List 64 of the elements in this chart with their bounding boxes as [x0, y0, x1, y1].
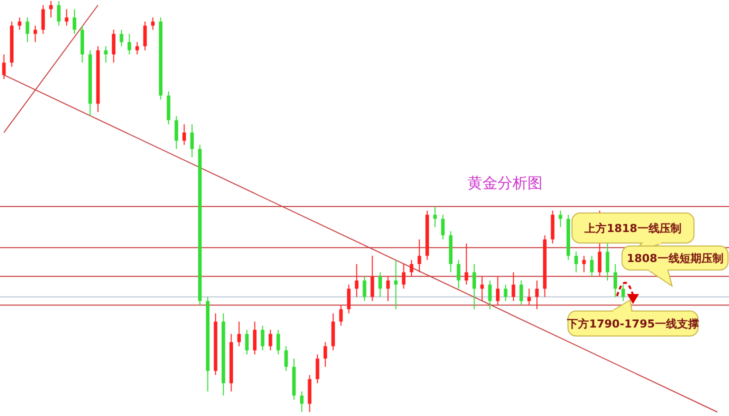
candlestick: [18, 16, 22, 30]
candlestick: [72, 8, 76, 34]
candlestick: [433, 206, 437, 228]
candlestick: [174, 116, 178, 150]
candlestick: [104, 46, 108, 64]
candlestick: [504, 284, 508, 302]
candlestick: [34, 25, 38, 43]
candlestick: [418, 238, 422, 273]
candlestick: [402, 264, 406, 290]
candlestick: [535, 280, 539, 310]
candlestick: [512, 272, 516, 302]
annotation: 1808一线短期压制: [626, 252, 724, 265]
candlestick: [151, 16, 155, 30]
candlestick: [112, 29, 116, 64]
candlestick: [347, 284, 351, 314]
candlestick: [268, 329, 272, 351]
candlestick: [182, 124, 186, 146]
candlestick: [394, 259, 398, 310]
candlestick: [135, 42, 139, 55]
candlestick: [324, 342, 328, 368]
candlestick: [574, 251, 578, 273]
candlestick: [190, 124, 194, 158]
candlestick: [354, 264, 358, 298]
annotation: 黄金分析图: [468, 174, 542, 192]
candlestick: [456, 259, 460, 290]
candlestick: [300, 390, 304, 412]
candlestick: [143, 21, 147, 51]
candlestick: [49, 0, 53, 18]
candlestick: [276, 329, 280, 355]
candlestick: [237, 321, 241, 347]
candlestick: [496, 276, 500, 306]
candlestick: [245, 329, 249, 355]
annotation: 上方1818一线压制: [584, 222, 682, 235]
candlestick: [284, 346, 288, 372]
candlestick: [488, 280, 492, 310]
candlestick: [472, 264, 476, 310]
candlestick: [606, 242, 610, 281]
candlestick: [260, 325, 264, 351]
candlestick: [590, 255, 594, 277]
candlestick: [378, 272, 382, 298]
candlestick: [527, 288, 531, 306]
candlestick: [520, 280, 524, 306]
candlestick: [26, 16, 30, 43]
candlestick: [441, 214, 445, 240]
candlestick: [41, 4, 45, 34]
candlestick: [316, 354, 320, 384]
candlestick: [57, 0, 61, 26]
candlestick: [614, 264, 618, 298]
candlestick: [582, 255, 586, 273]
annotation: 下方1790-1795一线支撑: [566, 318, 699, 330]
candlestick: [386, 276, 390, 302]
candlestick: [252, 321, 257, 355]
candlestick: [120, 29, 124, 47]
candlestick: [558, 210, 562, 228]
candlestick: [339, 304, 343, 326]
candlestick: [362, 276, 366, 302]
candlestick: [464, 242, 468, 286]
candlestick: [621, 284, 625, 302]
candlestick: [480, 276, 484, 302]
candlestick: [128, 33, 132, 55]
candlestick: [64, 8, 68, 26]
candlestick: [410, 259, 414, 277]
candlestick: [2, 54, 6, 80]
candlestick: [370, 255, 374, 302]
